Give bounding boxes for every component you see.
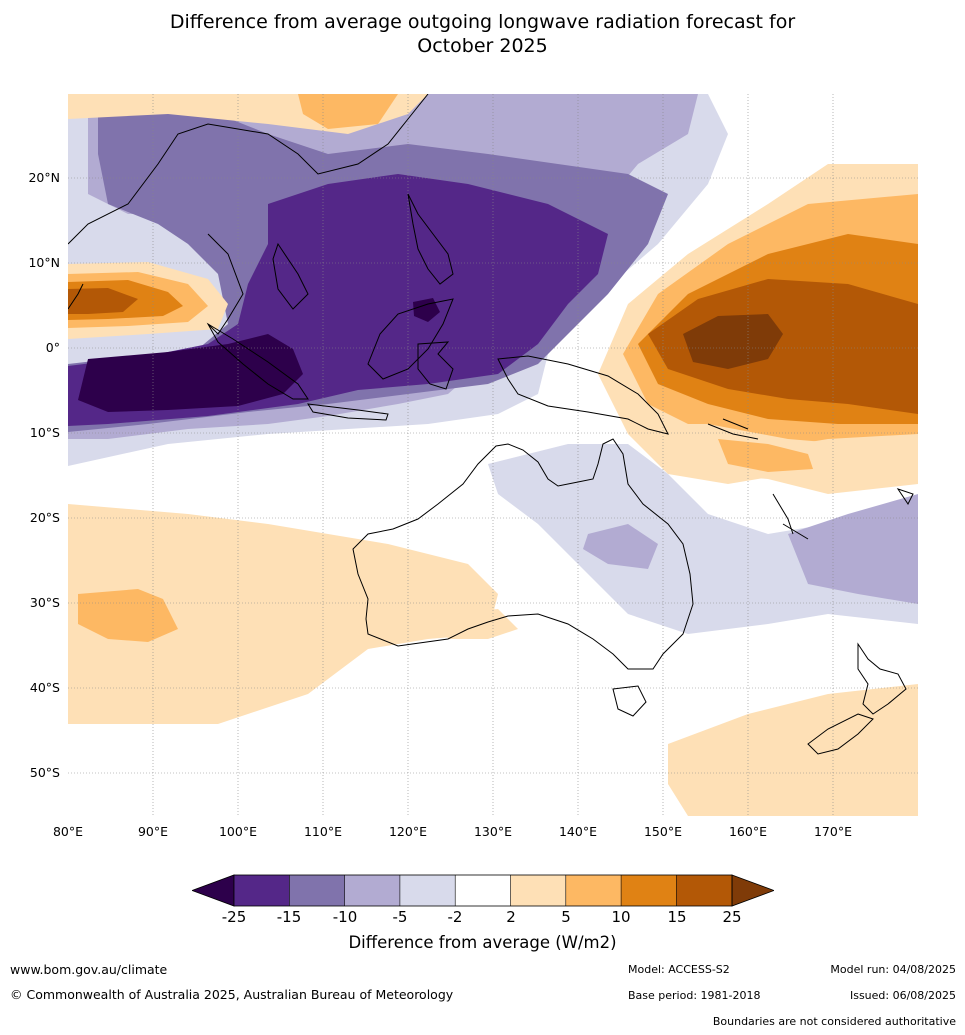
colorbar-tick: 25: [722, 908, 742, 926]
colorbar-tick: 5: [561, 908, 571, 926]
lon-label-120e: 120°E: [388, 824, 427, 839]
field-lt-minus25-borneo: [413, 298, 440, 322]
field-plus5-to-plus10-nw: [298, 94, 398, 129]
model-text: Model: ACCESS-S2: [628, 963, 730, 976]
field-gt-plus25-pacific: [683, 314, 783, 369]
lat-label-20s: 20°S: [29, 510, 60, 525]
copyright-text: © Commonwealth of Australia 2025, Austra…: [10, 987, 454, 1002]
lon-label-140e: 140°E: [558, 824, 597, 839]
anomaly-map: [68, 94, 918, 816]
colorbar-label: Difference from average (W/m2): [348, 933, 617, 952]
coast-java: [307, 403, 389, 421]
coast-new-zealand-south: [807, 713, 874, 755]
colorbar-tick: 2: [506, 908, 516, 926]
base-period-text: Base period: 1981-2018: [628, 989, 761, 1002]
title-line-2: October 2025: [417, 35, 548, 57]
field-minus5-to-minus10-east: [788, 494, 918, 604]
field-minus2-to-minus5-coral: [488, 444, 918, 634]
chart-title: Difference from average outgoing longwav…: [0, 10, 965, 58]
coast-new-guinea: [497, 355, 669, 435]
colorbar-tick: -2: [447, 908, 463, 926]
colorbar-tick: -25: [221, 908, 247, 926]
colorbar-extend-high: [731, 874, 774, 907]
lon-label-100e: 100°E: [218, 824, 257, 839]
colorbar: [192, 874, 774, 907]
map-panel: [68, 94, 918, 816]
colorbar-tick: -15: [276, 908, 302, 926]
model-run-text: Model run: 04/08/2025: [830, 963, 956, 976]
colorbar-tick: 15: [667, 908, 687, 926]
colorbar-bin-minus25-minus15: [234, 875, 290, 906]
lon-label-110e: 110°E: [303, 824, 342, 839]
lon-label-90e: 90°E: [137, 824, 169, 839]
colorbar-bin-neutral: [455, 875, 511, 906]
colorbar-bin-minus15-minus10: [289, 875, 345, 906]
coast-fiji: [896, 488, 914, 505]
colorbar-bin-minus5-minus2: [399, 875, 456, 906]
colorbar-tick: 10: [611, 908, 631, 926]
coastlines: [68, 94, 914, 755]
colorbar-bin-plus15-plus25: [676, 875, 732, 906]
title-line-1: Difference from average outgoing longwav…: [169, 11, 796, 33]
coast-borneo: [367, 298, 454, 380]
field-plus5-to-plus10-coral: [718, 439, 813, 472]
field-plus15-to-plus25-india: [68, 288, 138, 314]
field-minus5-to-minus10-qld: [583, 524, 658, 569]
lat-label-20n: 20°N: [28, 170, 60, 185]
disclaimer-text: Boundaries are not considered authoritat…: [712, 1015, 956, 1028]
coast-new-zealand-north: [857, 642, 907, 715]
coast-sulawesi: [417, 341, 454, 390]
lat-label-10n: 10°N: [28, 255, 60, 270]
field-plus2-to-plus5-s-aus: [438, 609, 518, 639]
colorbar-extend-low: [192, 874, 235, 907]
field-plus2-to-plus5-south-indian: [68, 504, 498, 724]
colorbar-bin-plus5-plus10: [565, 875, 622, 906]
colorbar-tick: -5: [392, 908, 408, 926]
lat-label-10s: 10°S: [29, 425, 60, 440]
lat-label-40s: 40°S: [29, 680, 60, 695]
lon-label-150e: 150°E: [643, 824, 682, 839]
coast-new-caledonia: [782, 523, 809, 540]
field-plus15-to-plus25-pacific: [648, 279, 918, 414]
lon-label-130e: 130°E: [473, 824, 512, 839]
field-lt-minus25: [78, 334, 303, 412]
anomaly-fields: [68, 94, 918, 816]
coast-india-east: [68, 283, 84, 310]
graticule: [68, 94, 918, 816]
coast-philippines: [407, 193, 454, 285]
coast-tasmania: [612, 685, 647, 717]
lon-label-170e: 170°E: [813, 824, 852, 839]
issued-text: Issued: 06/08/2025: [849, 989, 956, 1002]
lat-label-30s: 30°S: [29, 595, 60, 610]
colorbar-tick: -10: [332, 908, 358, 926]
colorbar-bin-plus10-plus15: [621, 875, 677, 906]
lat-label-50s: 50°S: [29, 765, 60, 780]
coast-mainland-asia: [68, 94, 429, 335]
lon-label-80e: 80°E: [52, 824, 84, 839]
field-plus2-to-plus5-tasman: [668, 684, 918, 816]
coast-sumatra: [206, 322, 309, 400]
lat-label-0: 0°: [45, 340, 60, 355]
coast-solomon: [707, 418, 759, 440]
coast-australia: [352, 438, 694, 670]
lon-label-160e: 160°E: [728, 824, 767, 839]
colorbar-bin-minus10-minus5: [344, 875, 400, 906]
colorbar-bin-plus2-plus5: [510, 875, 566, 906]
website-link[interactable]: www.bom.gov.au/climate: [10, 962, 168, 977]
